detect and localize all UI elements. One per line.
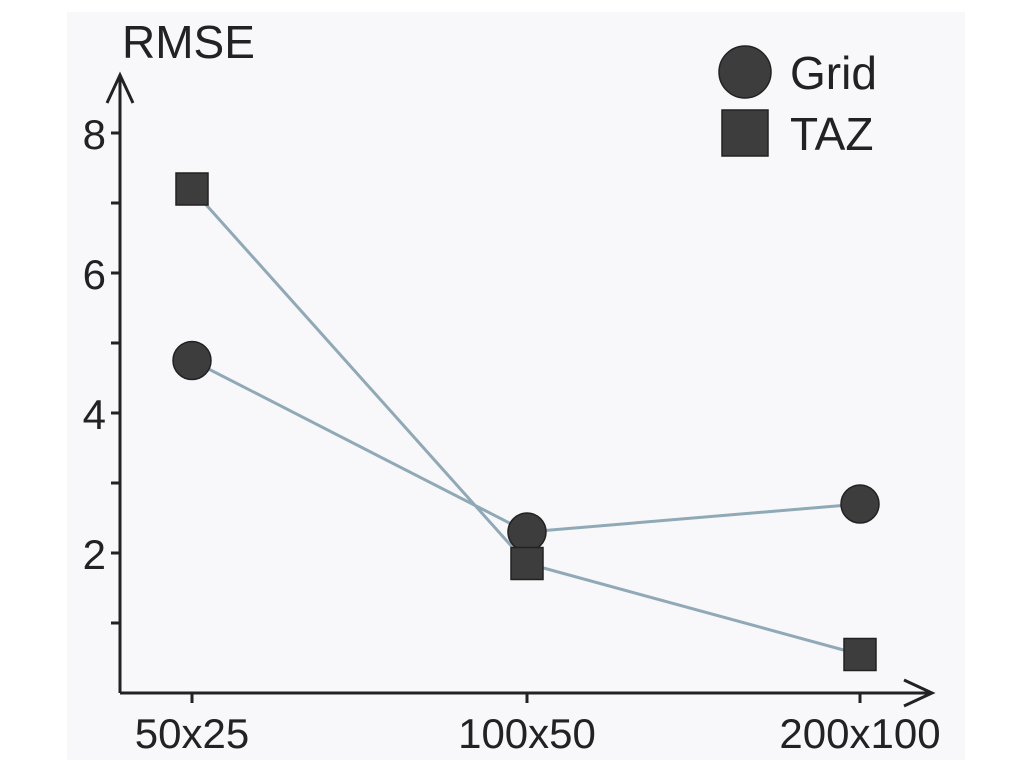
legend-label-grid: Grid: [790, 47, 877, 99]
y-axis-arrowhead: [105, 71, 135, 104]
x-tick-label: 100x50: [458, 710, 596, 757]
y-tick-label: 2: [83, 531, 106, 578]
legend-marker-grid: [718, 45, 772, 99]
y-tick-label: 4: [83, 391, 106, 438]
x-axis-arrowhead: [903, 678, 936, 708]
x-tick-label: 50x25: [135, 710, 249, 757]
y-tick-label: 8: [83, 111, 106, 158]
data-point-grid: [507, 512, 547, 552]
data-point-grid: [172, 340, 212, 381]
series-markers: [172, 172, 880, 672]
axes: RMSE 2 4 6 8 50x25 100x50 200x100: [83, 16, 941, 757]
y-axis-title: RMSE: [122, 16, 255, 68]
y-tick-label: 6: [83, 251, 106, 298]
x-tick-label: 200x100: [779, 710, 940, 757]
data-point-taz: [175, 172, 209, 206]
series-line-grid: [191, 359, 861, 534]
series-lines: [190, 187, 861, 656]
legend-label-taz: TAZ: [790, 108, 873, 160]
legend-marker-taz: [721, 109, 769, 157]
series-line-taz: [190, 187, 861, 656]
data-point-taz: [510, 546, 544, 581]
chart-panel: [67, 12, 965, 760]
data-point-grid: [840, 484, 880, 524]
legend: Grid TAZ: [718, 45, 877, 160]
data-point-taz: [843, 637, 877, 672]
